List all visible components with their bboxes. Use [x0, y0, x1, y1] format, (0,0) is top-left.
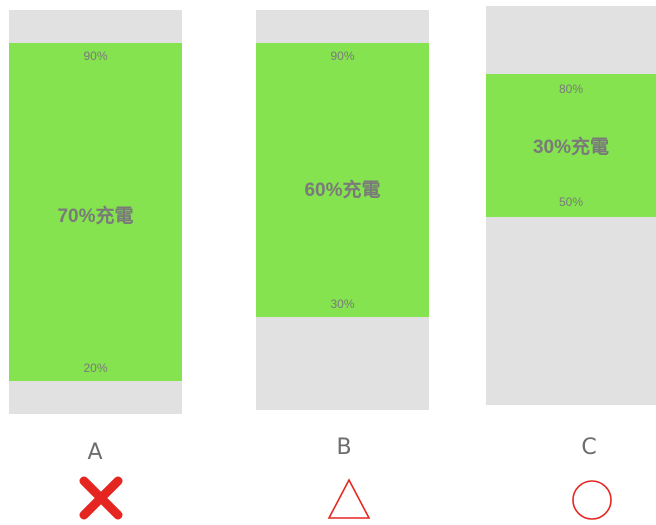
charge-band-c: 80% 30%充電 50%	[486, 74, 656, 217]
cross-icon	[79, 476, 123, 520]
option-letter-c: C	[581, 435, 597, 460]
charge-label-a: 70%充電	[57, 206, 134, 227]
lower-label-b: 30%	[330, 297, 355, 311]
lower-label-a: 20%	[83, 361, 108, 375]
battery-panel-b: 90% 60%充電 30%	[256, 10, 429, 410]
charge-label-b: 60%充電	[304, 180, 381, 201]
charge-label-c: 30%充電	[532, 137, 610, 158]
upper-label-c: 80%	[558, 82, 584, 96]
circle-icon	[572, 480, 612, 520]
option-letter-a: A	[87, 440, 103, 465]
charge-band-a: 90% 70%充電 20%	[9, 43, 182, 381]
lower-label-c: 50%	[558, 195, 584, 209]
option-letter-b: B	[336, 435, 352, 460]
triangle-icon	[327, 478, 371, 519]
battery-panel-a: 90% 70%充電 20%	[9, 10, 182, 414]
upper-label-a: 90%	[83, 49, 108, 63]
charge-band-b: 90% 60%充電 30%	[256, 43, 429, 317]
battery-panel-c: 80% 30%充電 50%	[486, 6, 656, 405]
upper-label-b: 90%	[330, 49, 355, 63]
